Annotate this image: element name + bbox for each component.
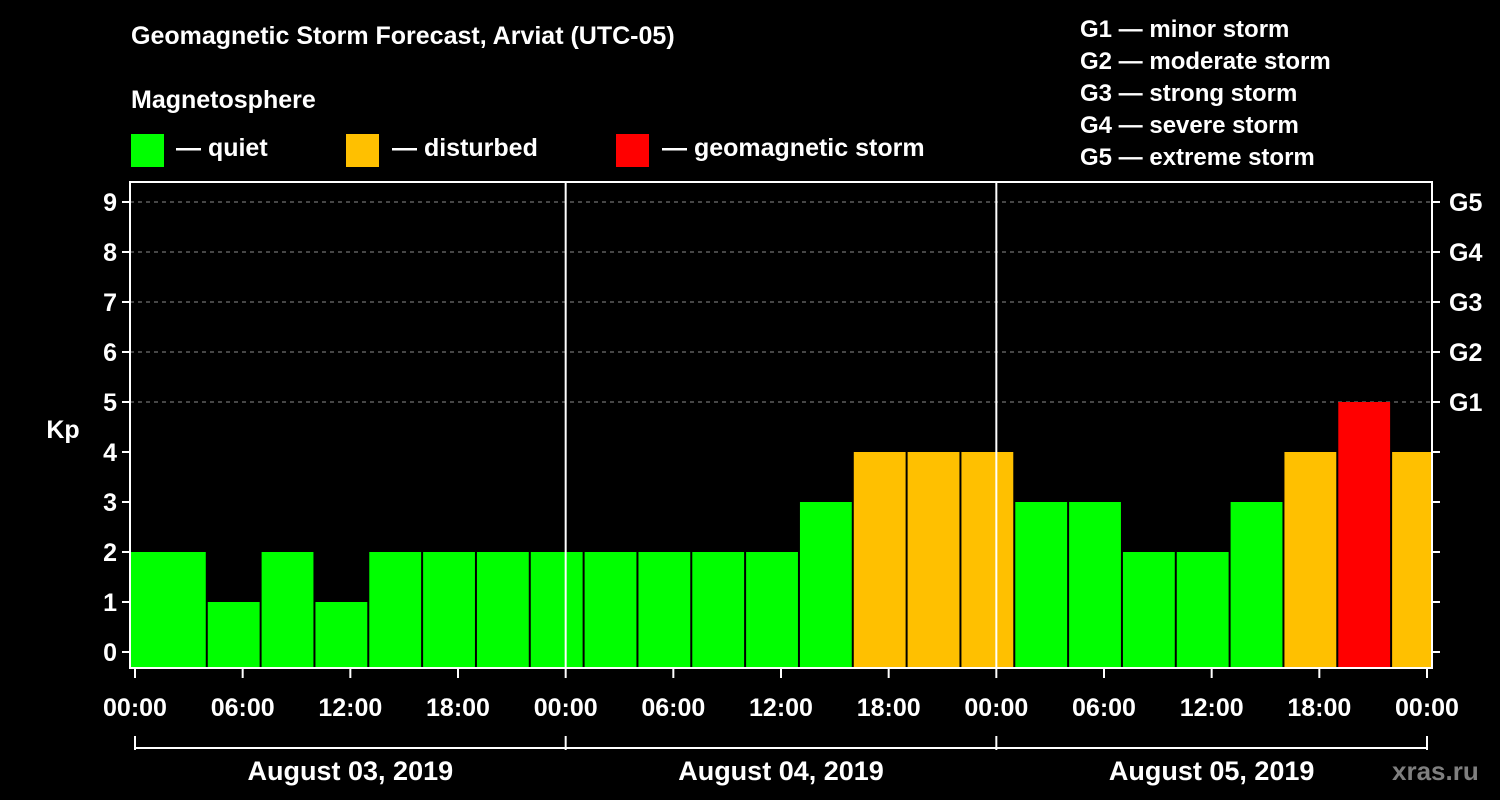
x-tick-label: 00:00 — [1395, 694, 1459, 722]
x-tick-label: 00:00 — [964, 694, 1028, 722]
storm-level-g1: G1 — minor storm — [1080, 16, 1290, 43]
kp-bar — [1176, 552, 1229, 668]
kp-bar — [799, 502, 852, 668]
y-tick-label: 9 — [103, 189, 117, 217]
y-axis-label: Kp — [46, 416, 79, 444]
kp-bar — [1015, 502, 1068, 668]
kp-bar — [1392, 452, 1432, 668]
g-level-tick-label: G2 — [1449, 339, 1482, 367]
kp-bar — [961, 452, 1014, 668]
x-tick-label: 18:00 — [426, 694, 490, 722]
kp-bar — [638, 552, 691, 668]
g-level-tick-label: G3 — [1449, 289, 1482, 317]
y-tick-label: 5 — [103, 389, 117, 417]
kp-bar — [584, 552, 637, 668]
legend-swatch-quiet — [131, 134, 164, 167]
y-tick-label: 6 — [103, 339, 117, 367]
day-label: August 05, 2019 — [1109, 756, 1315, 786]
legend-swatch-disturbed — [346, 134, 379, 167]
kp-bar — [1338, 402, 1391, 668]
x-tick-label: 00:00 — [103, 694, 167, 722]
g-level-tick-label: G5 — [1449, 189, 1482, 217]
kp-bar — [907, 452, 960, 668]
kp-bar — [207, 602, 260, 668]
bars-group — [130, 402, 1432, 668]
x-tick-label: 12:00 — [749, 694, 813, 722]
x-tick-label: 12:00 — [318, 694, 382, 722]
legend-label-disturbed: — disturbed — [392, 134, 538, 162]
legend-swatch-storm — [616, 134, 649, 167]
kp-bar — [1230, 502, 1283, 668]
x-tick-label: 18:00 — [1287, 694, 1351, 722]
kp-bar — [1284, 452, 1337, 668]
storm-level-g4: G4 — severe storm — [1080, 112, 1299, 139]
kp-bar — [692, 552, 745, 668]
y-tick-label: 3 — [103, 489, 117, 517]
chart-title: Geomagnetic Storm Forecast, Arviat (UTC-… — [131, 22, 675, 50]
kp-bar — [315, 602, 368, 668]
x-tick-label: 06:00 — [211, 694, 275, 722]
y-tick-label: 1 — [103, 589, 117, 617]
y-tick-label: 2 — [103, 539, 117, 567]
x-tick-label: 12:00 — [1180, 694, 1244, 722]
y-tick-label: 0 — [103, 639, 117, 667]
kp-bar — [853, 452, 906, 668]
kp-bar — [1069, 502, 1121, 668]
y-tick-label: 4 — [103, 439, 117, 467]
g-level-tick-label: G4 — [1449, 239, 1482, 267]
storm-level-g2: G2 — moderate storm — [1080, 48, 1331, 75]
g-level-tick-label: G1 — [1449, 389, 1482, 417]
kp-bar — [261, 552, 314, 668]
day-label: August 03, 2019 — [248, 756, 454, 786]
x-tick-label: 00:00 — [534, 694, 598, 722]
watermark: xras.ru — [1392, 756, 1479, 786]
kp-bar — [746, 552, 798, 668]
day-label: August 04, 2019 — [678, 756, 884, 786]
storm-level-g3: G3 — strong storm — [1080, 80, 1298, 107]
storm-level-list: G1 — minor storm G2 — moderate storm G3 … — [1080, 14, 1331, 174]
x-tick-label: 06:00 — [1072, 694, 1136, 722]
kp-bar — [153, 552, 206, 668]
kp-bar — [530, 552, 583, 668]
kp-bar — [369, 552, 422, 668]
legend-label-storm: — geomagnetic storm — [662, 134, 925, 162]
kp-bar — [476, 552, 529, 668]
y-tick-label: 7 — [103, 289, 117, 317]
legend-heading: Magnetosphere — [131, 86, 316, 114]
y-tick-label: 8 — [103, 239, 117, 267]
x-tick-label: 06:00 — [641, 694, 705, 722]
x-tick-label: 18:00 — [857, 694, 921, 722]
kp-bar — [1122, 552, 1175, 668]
kp-bar — [423, 552, 475, 668]
storm-level-g5: G5 — extreme storm — [1080, 144, 1315, 171]
legend-label-quiet: — quiet — [176, 134, 268, 162]
